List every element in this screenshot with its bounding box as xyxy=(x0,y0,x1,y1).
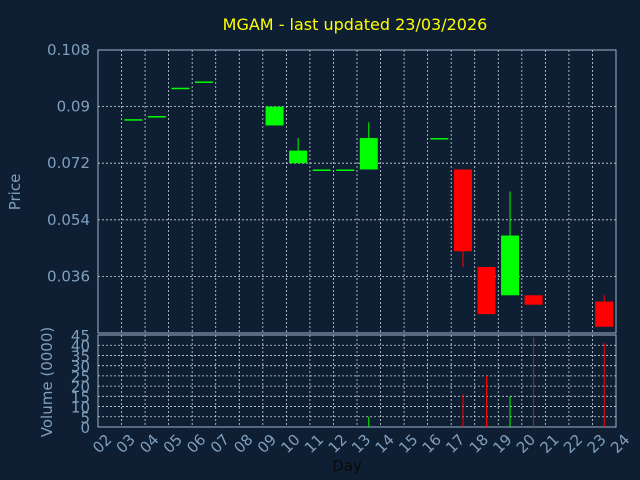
candle-body-05 xyxy=(171,87,190,90)
day-tick-label: 22 xyxy=(560,431,586,457)
candle-body-13 xyxy=(359,138,378,170)
volume-tick-label: 25 xyxy=(71,368,90,386)
day-tick-label: 03 xyxy=(113,431,139,457)
day-tick-label: 02 xyxy=(89,431,115,457)
price-axis: 0.036 0.054 0.072 0.09 0.108 xyxy=(47,41,90,285)
day-tick-label: 17 xyxy=(442,431,468,457)
candle-body-17 xyxy=(453,169,472,252)
grid xyxy=(97,49,617,428)
volume-panel-frame xyxy=(97,334,617,428)
day-tick-label: 12 xyxy=(325,431,351,457)
day-tick-label: 24 xyxy=(607,431,633,457)
day-axis-title: Day xyxy=(332,457,362,475)
candle-body-04 xyxy=(147,116,166,118)
volume-tick-label: 30 xyxy=(71,358,90,376)
volume-tick-label: 40 xyxy=(71,337,90,355)
day-tick-label: 11 xyxy=(301,431,327,457)
day-tick-label: 13 xyxy=(348,431,374,457)
candle-body-16 xyxy=(430,138,449,140)
candle-body-03 xyxy=(124,119,143,121)
volume-tick-label: 10 xyxy=(71,399,90,417)
volume-tick-label: 45 xyxy=(71,327,90,345)
candle-body-19 xyxy=(501,235,520,296)
candle-body-11 xyxy=(312,169,331,171)
price-tick-label: 0.09 xyxy=(57,98,90,116)
price-tick-label: 0.036 xyxy=(47,267,90,285)
day-tick-label: 14 xyxy=(372,431,398,457)
candles xyxy=(124,81,614,327)
day-axis: 0203040506070809101112131415161718192021… xyxy=(89,431,633,457)
volume-tick-label: 5 xyxy=(80,409,90,427)
candle-body-09 xyxy=(265,106,284,126)
volume-tick-label: 0 xyxy=(80,419,90,437)
day-tick-label: 07 xyxy=(207,431,233,457)
volume-bars xyxy=(368,337,605,427)
day-tick-label: 15 xyxy=(395,431,421,457)
price-axis-title: Price xyxy=(6,174,24,211)
candle-body-20 xyxy=(524,295,543,305)
volume-tick-label: 20 xyxy=(71,378,90,396)
day-tick-label: 20 xyxy=(513,431,539,457)
day-tick-label: 23 xyxy=(584,431,610,457)
price-panel-frame xyxy=(97,49,617,334)
price-tick-label: 0.108 xyxy=(47,41,90,59)
day-tick-label: 21 xyxy=(536,431,562,457)
volume-axis-title: Volume (0000) xyxy=(38,327,56,437)
day-tick-label: 06 xyxy=(183,431,209,457)
candle-body-12 xyxy=(336,169,355,171)
candle-body-06 xyxy=(194,81,213,83)
day-tick-label: 19 xyxy=(489,431,515,457)
day-tick-label: 16 xyxy=(419,431,445,457)
price-tick-label: 0.054 xyxy=(47,211,90,229)
chart-title: MGAM - last updated 23/03/2026 xyxy=(223,15,488,34)
candle-body-10 xyxy=(289,150,308,164)
day-tick-label: 10 xyxy=(277,431,303,457)
price-tick-label: 0.072 xyxy=(47,154,90,172)
candle-body-18 xyxy=(477,266,496,315)
day-tick-label: 05 xyxy=(160,431,186,457)
day-tick-label: 08 xyxy=(230,431,256,457)
day-tick-label: 09 xyxy=(254,431,280,457)
volume-tick-label: 35 xyxy=(71,347,90,365)
volume-tick-label: 15 xyxy=(71,388,90,406)
day-tick-label: 18 xyxy=(466,431,492,457)
candle-body-23 xyxy=(595,301,614,327)
day-tick-label: 04 xyxy=(136,431,162,457)
